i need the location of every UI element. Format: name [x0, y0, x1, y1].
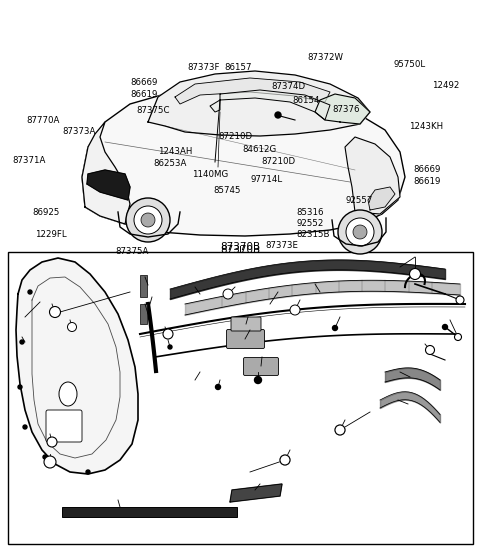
Polygon shape [148, 71, 370, 136]
Text: 1229FL: 1229FL [35, 230, 66, 239]
Polygon shape [175, 78, 330, 104]
FancyBboxPatch shape [227, 330, 264, 348]
Circle shape [216, 385, 220, 390]
Circle shape [225, 291, 231, 297]
Circle shape [290, 305, 300, 315]
Polygon shape [82, 90, 405, 236]
Circle shape [223, 289, 233, 299]
Circle shape [409, 268, 420, 279]
Circle shape [141, 213, 155, 227]
Circle shape [335, 425, 345, 435]
Circle shape [168, 345, 172, 349]
Text: 82315B: 82315B [297, 230, 330, 239]
Circle shape [20, 340, 24, 344]
Text: 87373F: 87373F [187, 63, 220, 72]
Circle shape [68, 322, 76, 332]
Circle shape [443, 325, 447, 330]
Text: 87371A: 87371A [12, 156, 46, 164]
Text: 86619: 86619 [414, 177, 441, 185]
Circle shape [134, 206, 162, 234]
Polygon shape [368, 187, 395, 210]
Circle shape [163, 329, 173, 339]
Circle shape [28, 290, 32, 294]
Text: 87374D: 87374D [271, 82, 305, 91]
Circle shape [43, 455, 47, 459]
Polygon shape [210, 90, 330, 120]
Circle shape [126, 198, 170, 242]
Text: 92552: 92552 [297, 219, 324, 228]
Bar [140, 304, 147, 324]
Circle shape [18, 385, 22, 389]
Circle shape [425, 346, 434, 354]
Text: 86669: 86669 [131, 78, 158, 87]
Text: 97714L: 97714L [251, 176, 283, 184]
Text: 87373E: 87373E [265, 241, 299, 250]
Bar [140, 275, 147, 297]
Circle shape [275, 112, 281, 118]
Text: 86925: 86925 [33, 208, 60, 217]
Circle shape [47, 437, 57, 447]
Circle shape [346, 218, 374, 246]
Text: 85745: 85745 [214, 186, 241, 195]
Text: 86669: 86669 [414, 165, 441, 174]
Circle shape [353, 225, 367, 239]
Circle shape [333, 326, 337, 331]
Text: 87210D: 87210D [262, 157, 296, 166]
Text: 1243KH: 1243KH [409, 123, 443, 131]
Text: 12492: 12492 [432, 81, 459, 90]
Text: 92557: 92557 [346, 196, 373, 205]
Text: 87375C: 87375C [137, 106, 170, 115]
Text: 87770A: 87770A [26, 116, 60, 125]
Circle shape [280, 455, 290, 465]
FancyBboxPatch shape [46, 410, 82, 442]
Polygon shape [345, 137, 400, 214]
Circle shape [254, 376, 262, 384]
Polygon shape [82, 122, 130, 224]
Circle shape [280, 455, 290, 465]
Text: 87370B: 87370B [220, 245, 260, 255]
Text: 1140MG: 1140MG [192, 170, 228, 179]
Text: 95750L: 95750L [394, 60, 426, 69]
Circle shape [428, 348, 432, 353]
Polygon shape [230, 484, 282, 502]
Circle shape [44, 456, 56, 468]
Text: 87370B: 87370B [220, 242, 260, 252]
Text: 87373A: 87373A [62, 127, 96, 136]
Text: 86157: 86157 [225, 63, 252, 72]
Circle shape [86, 470, 90, 474]
Circle shape [70, 325, 74, 330]
Circle shape [292, 307, 298, 313]
Text: 1243AH: 1243AH [158, 147, 193, 156]
Circle shape [456, 296, 464, 304]
Circle shape [338, 210, 382, 254]
Circle shape [23, 425, 27, 429]
Text: 87375A: 87375A [115, 247, 149, 256]
Text: 87376: 87376 [332, 105, 360, 114]
Text: 86619: 86619 [131, 91, 158, 99]
Polygon shape [87, 170, 130, 200]
Text: 86253A: 86253A [154, 160, 187, 168]
Circle shape [335, 425, 345, 435]
Circle shape [455, 333, 461, 341]
Text: 87210D: 87210D [218, 132, 252, 141]
FancyBboxPatch shape [231, 317, 261, 331]
Circle shape [51, 309, 59, 316]
Polygon shape [315, 94, 370, 124]
Polygon shape [16, 258, 138, 474]
Circle shape [49, 306, 60, 317]
Ellipse shape [59, 382, 77, 406]
Circle shape [411, 270, 419, 278]
Text: 87372W: 87372W [307, 54, 343, 62]
Bar [8, 252, 473, 544]
Text: 86154: 86154 [293, 96, 320, 105]
Bar [62, 507, 237, 517]
Circle shape [49, 439, 55, 445]
Text: 85316: 85316 [297, 208, 324, 217]
FancyBboxPatch shape [243, 358, 278, 375]
Text: 84612G: 84612G [242, 145, 276, 153]
